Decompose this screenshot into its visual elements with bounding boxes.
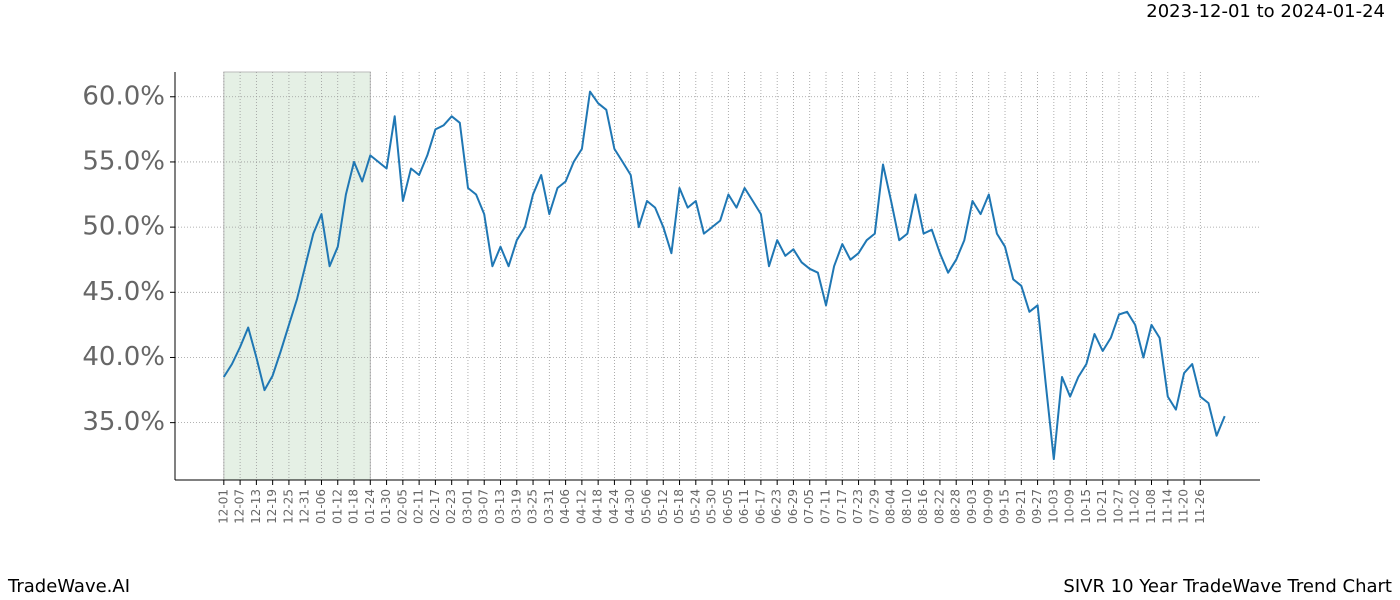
x-tick-label: 09-21 [1014, 489, 1028, 524]
y-tick-label: 50.0% [82, 212, 165, 242]
x-tick-label: 11-26 [1193, 489, 1207, 524]
trend-line [222, 90, 1226, 461]
x-tick-label: 01-24 [363, 489, 377, 524]
x-tick-label: 12-25 [281, 489, 295, 524]
x-tick-label: 10-27 [1111, 489, 1125, 524]
x-tick-label: 05-06 [639, 489, 653, 524]
x-tick-label: 12-07 [233, 489, 247, 524]
x-tick-label: 04-18 [591, 489, 605, 524]
highlight-span [223, 71, 371, 481]
x-tick-label: 11-08 [1144, 489, 1158, 524]
x-tick-label: 10-03 [1046, 489, 1060, 524]
x-tick-label: 06-05 [721, 489, 735, 524]
x-tick-label: 11-20 [1177, 489, 1191, 524]
x-tick-label: 01-30 [379, 489, 393, 524]
x-tick-label: 09-15 [998, 489, 1012, 524]
x-tick-label: 03-13 [493, 489, 507, 524]
x-tick-label: 01-18 [347, 489, 361, 524]
x-tick-label: 09-27 [1030, 489, 1044, 524]
x-tick-label: 11-14 [1160, 489, 1174, 524]
x-tick-label: 04-12 [574, 489, 588, 524]
x-tick-label: 07-29 [867, 489, 881, 524]
x-tick-label: 10-15 [1079, 489, 1093, 524]
x-tick-label: 05-12 [656, 489, 670, 524]
x-tick-label: 03-25 [526, 489, 540, 524]
y-tick-label: 55.0% [82, 146, 165, 176]
x-tick-label: 06-29 [786, 489, 800, 524]
x-tick-label: 03-31 [542, 489, 556, 524]
x-tick-label: 12-31 [298, 489, 312, 524]
x-tick-label: 10-09 [1063, 489, 1077, 524]
x-tick-label: 11-02 [1128, 489, 1142, 524]
x-tick-label: 09-09 [981, 489, 995, 524]
x-tick-label: 07-17 [835, 489, 849, 524]
x-tick-label: 07-11 [819, 489, 833, 524]
y-tick-label: 35.0% [82, 407, 165, 437]
x-tick-label: 08-22 [932, 489, 946, 524]
x-tick-label: 04-24 [607, 489, 621, 524]
x-tick-label: 12-13 [249, 489, 263, 524]
x-tick-label: 08-16 [916, 489, 930, 524]
x-tick-label: 01-12 [330, 489, 344, 524]
x-tick-label: 02-17 [428, 489, 442, 524]
x-tick-label: 02-23 [444, 489, 458, 524]
brand: TradeWave.AI [7, 576, 130, 597]
x-tick-label: 07-23 [851, 489, 865, 524]
x-tick-label: 08-28 [949, 489, 963, 524]
x-tick-label: 03-07 [477, 489, 491, 524]
x-tick-label: 03-19 [509, 489, 523, 524]
y-tick-label: 60.0% [82, 81, 165, 111]
x-tick-label: 04-30 [623, 489, 637, 524]
x-tick-label: 06-23 [770, 489, 784, 524]
x-tick-label: 06-17 [753, 489, 767, 524]
y-tick-label: 40.0% [82, 342, 165, 372]
x-tick-label: 04-06 [558, 489, 572, 524]
x-tick-label: 02-05 [395, 489, 409, 524]
x-tick-label: 09-03 [965, 489, 979, 524]
y-tick-label: 45.0% [82, 277, 165, 307]
x-tick-label: 05-30 [705, 489, 719, 524]
x-tick-label: 08-10 [900, 489, 914, 524]
chart-title: SIVR 10 Year TradeWave Trend Chart [1063, 576, 1392, 597]
x-tick-label: 12-01 [216, 489, 230, 524]
x-tick-label: 10-21 [1095, 489, 1109, 524]
x-tick-label: 07-05 [802, 489, 816, 524]
x-tick-label: 06-11 [737, 489, 751, 524]
date-range: 2023-12-01 to 2024-01-24 [1146, 1, 1385, 22]
x-tick-label: 01-06 [314, 489, 328, 524]
x-tick-label: 02-11 [412, 489, 426, 524]
x-tick-label: 05-18 [672, 489, 686, 524]
x-tick-label: 12-19 [265, 489, 279, 524]
x-tick-label: 03-01 [460, 489, 474, 524]
x-tick-label: 05-24 [688, 489, 702, 524]
x-tick-label: 08-04 [884, 489, 898, 524]
